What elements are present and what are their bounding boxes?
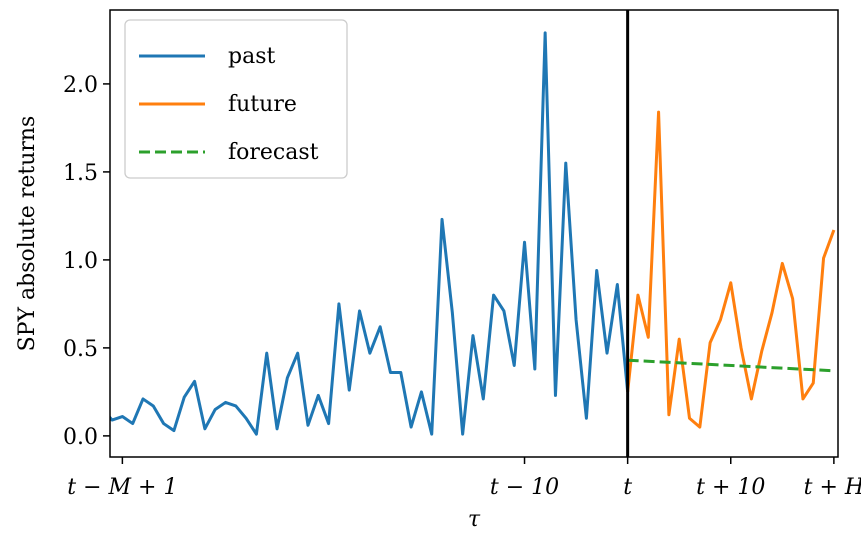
series-line-forecast	[627, 358, 834, 373]
legend-label-past: past	[228, 44, 275, 69]
y-tick-label: 0.5	[63, 337, 98, 362]
x-axis-label: τ	[468, 507, 481, 532]
x-tick-label: t − M + 1	[67, 475, 177, 500]
y-tick-label: 1.5	[63, 161, 98, 186]
legend-box	[124, 19, 348, 179]
y-axis: 0.0 0.5 1.0 1.5 2.0	[63, 73, 110, 450]
x-tick-label: t + 10	[696, 475, 765, 500]
legend: past future forecast	[124, 19, 348, 179]
series-line-future	[626, 110, 836, 429]
y-tick-label: 1.0	[63, 249, 98, 274]
legend-label-forecast: forecast	[228, 140, 319, 165]
series-layer	[110, 31, 836, 436]
x-tick-label: t	[623, 475, 632, 500]
y-axis-label: SPY absolute returns	[15, 116, 40, 352]
x-tick-label: t − 10	[490, 475, 559, 500]
x-tick-label: t + H	[804, 475, 861, 500]
y-tick-label: 2.0	[63, 73, 98, 98]
legend-label-future: future	[228, 92, 297, 117]
y-tick-label: 0.0	[63, 425, 98, 450]
series-line-past	[110, 31, 630, 436]
plot-frame	[109, 9, 839, 458]
x-axis: t − M + 1 t − 10 t t + 10 t + H	[67, 457, 861, 500]
